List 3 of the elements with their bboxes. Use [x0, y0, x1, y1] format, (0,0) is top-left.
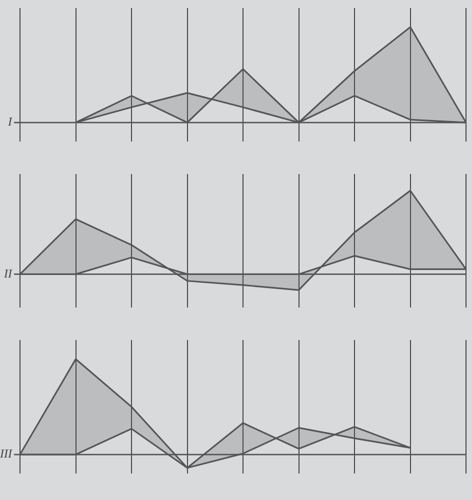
- y-axis-title: III: [0, 446, 13, 461]
- y-axis-title: II: [3, 266, 13, 280]
- y-axis-title: I: [7, 114, 13, 129]
